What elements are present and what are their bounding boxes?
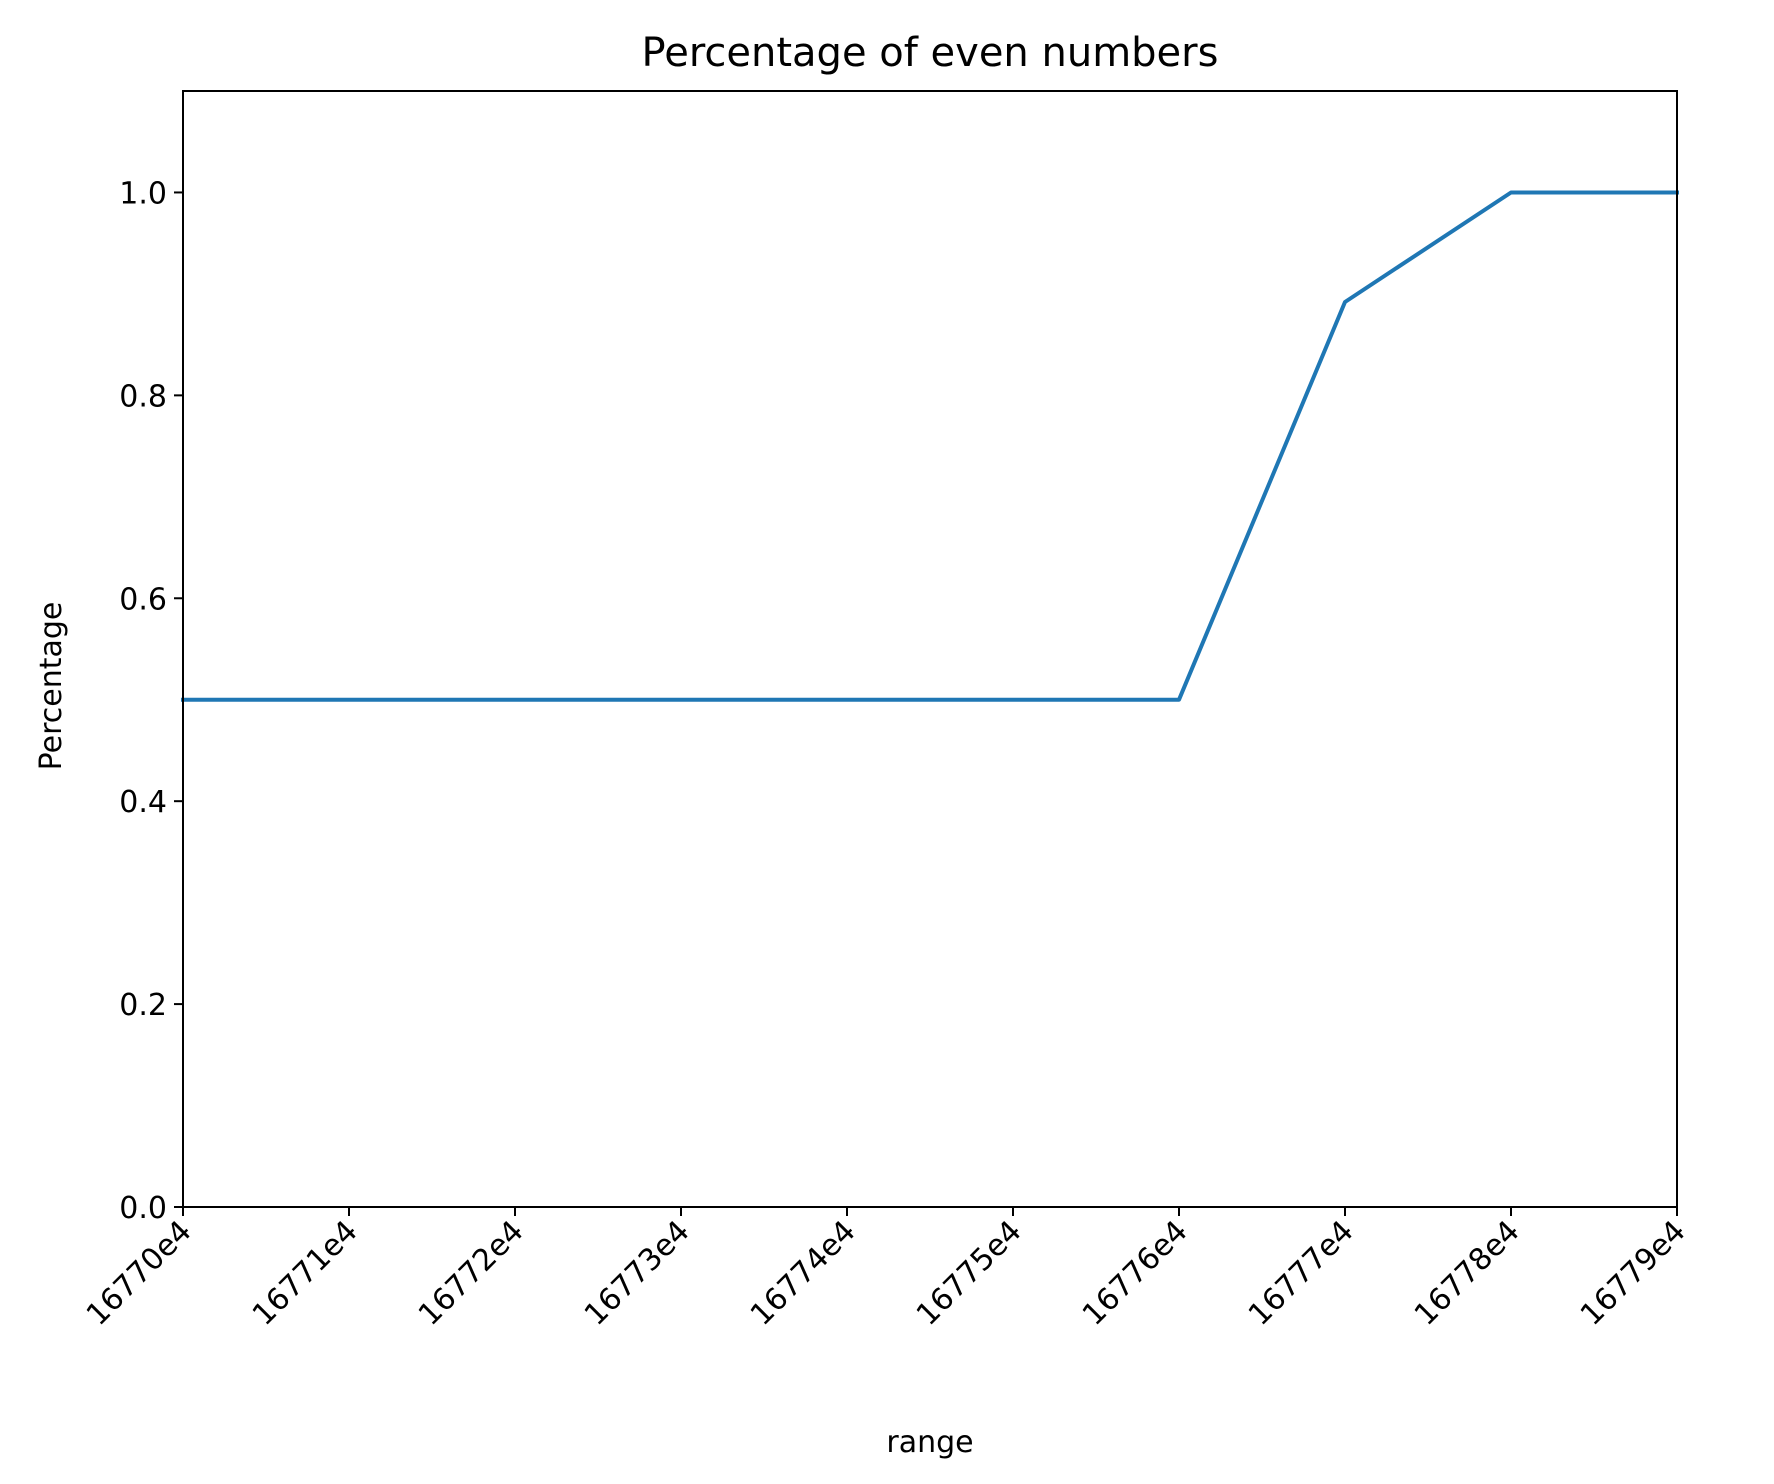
- y-tick-label: 0.6: [119, 582, 167, 617]
- series-layer: [181, 190, 1679, 702]
- y-axis: 0.0 0.2 0.4 0.6 0.8 1.0: [119, 176, 183, 1226]
- y-tick-label: 0.8: [119, 379, 167, 414]
- y-tick-label: 0.0: [119, 1191, 167, 1226]
- y-tick-label: 0.4: [119, 785, 167, 820]
- y-axis-title: Percentage: [34, 602, 69, 771]
- chart-title: Percentage of even numbers: [642, 30, 1219, 76]
- y-tick-label: 0.2: [119, 988, 167, 1023]
- x-axis-title: range: [886, 1425, 973, 1460]
- plot-frame: [182, 90, 1678, 1208]
- series-line: [181, 190, 1679, 702]
- y-tick-label: 1.0: [119, 176, 167, 211]
